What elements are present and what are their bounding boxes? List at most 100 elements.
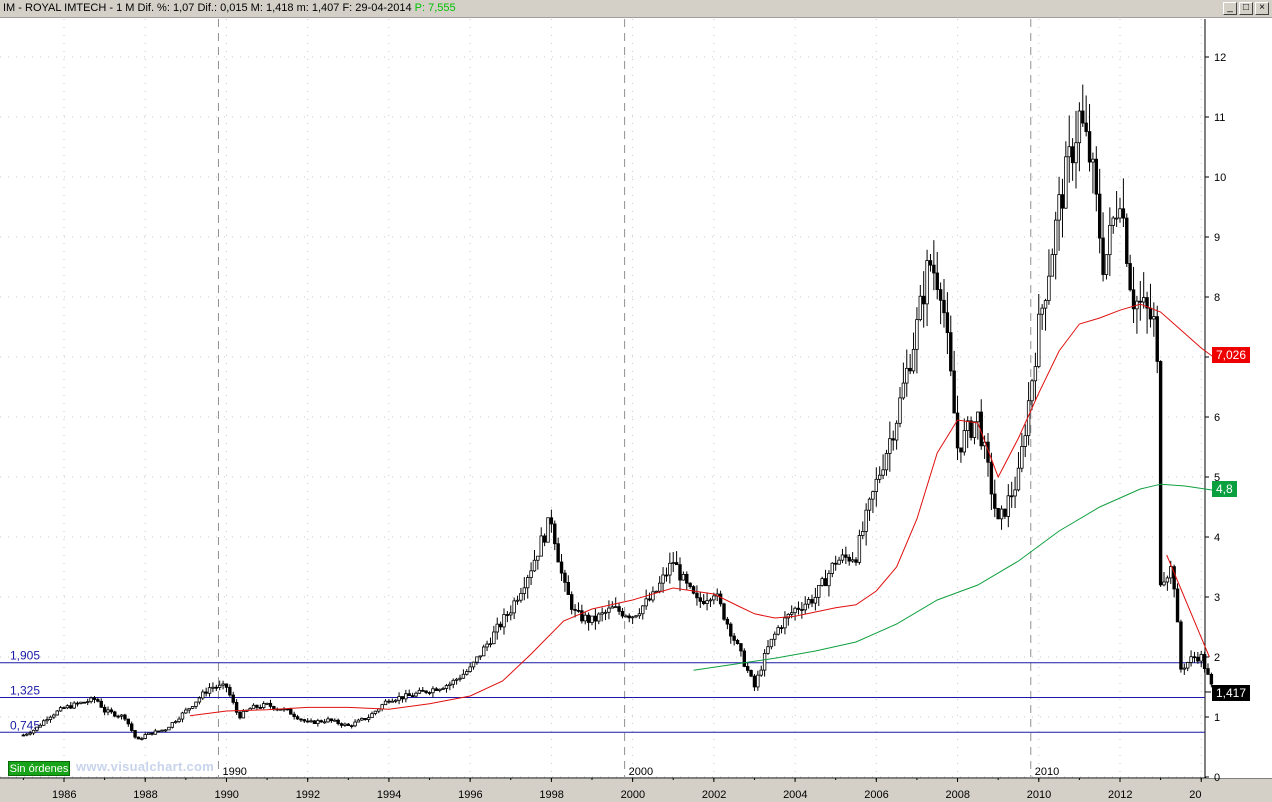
y-tick-label: 12 [1214,52,1226,64]
candle-body [749,670,753,677]
candle-body [82,701,87,704]
ma-green-line [693,483,1214,671]
candle-body [1162,581,1166,586]
candle-body [217,684,222,688]
x-tick-label: 2000 [621,789,645,801]
y-tick-label: 1 [1214,712,1220,724]
candle-body [498,623,503,628]
candle-body [427,692,432,694]
chart-title: IM - ROYAL IMTECH - 1 M Dif. %: 1,07 Dif… [3,2,456,14]
candle-body [41,720,46,726]
candle-body [1111,217,1115,226]
candle-body [79,701,83,704]
candle-body [481,646,486,657]
candle-body [356,719,361,723]
support-line-label: 0,745 [10,718,40,732]
candle-body [58,707,63,712]
support-line-label: 1,325 [10,684,40,698]
candle-body [38,724,43,728]
candle-body [739,643,743,652]
candle-body [397,696,401,701]
status-badge[interactable]: Sin órdenes [8,761,70,776]
candle-body [817,584,821,598]
candle-body [559,561,564,574]
candle-body [150,732,154,735]
candle-body [539,535,543,557]
candle-body [796,607,801,610]
candle-body [759,669,763,676]
decade-label: 1990 [222,766,246,778]
candle-body [542,535,547,543]
candle-body [96,699,100,702]
candle-body [800,609,804,611]
candle-body [322,721,327,724]
candle-body [810,599,814,604]
candle-body [1023,435,1027,447]
candle-body [333,719,337,722]
candle-body [241,710,246,719]
candle-body [884,453,889,471]
last-price-tag: 1,417 [1212,685,1251,701]
candle-body [160,729,164,732]
candle-body [1047,275,1051,301]
y-tick-label: 9 [1214,232,1220,244]
candle-body [1199,654,1203,662]
minimize-button[interactable]: _ [1223,2,1237,15]
candle-body [674,562,679,566]
candle-body [888,438,892,454]
plot-area [0,19,1205,778]
candle-body [745,666,750,671]
candle-body [786,613,791,619]
candle-body [366,717,371,720]
candle-body [783,617,787,629]
candle-body [417,689,422,694]
y-tick-label: 3 [1214,592,1220,604]
candle-body [495,623,499,633]
y-tick-label: 0 [1214,772,1220,784]
candle-body [25,733,29,736]
date-label: F: [342,2,353,14]
y-tick-label: 5 [1214,472,1220,484]
candle-body [844,554,848,558]
candle-body [793,607,797,614]
candle-body [820,578,824,586]
candle-body [1148,307,1153,320]
close-button[interactable]: × [1255,2,1269,15]
candle-body [143,734,147,739]
candle-body [258,707,263,709]
candle-body [140,738,144,740]
candle-body [289,708,293,715]
candle-body [654,590,659,593]
candle-body [901,382,906,399]
candle-body [536,555,540,561]
candle-body [905,367,909,384]
candle-body [1067,146,1071,158]
maximize-button[interactable]: □ [1239,2,1253,15]
candle-body [1131,289,1136,310]
ma-red-short-line [1166,554,1210,658]
candle-body [1196,656,1200,662]
candle-body [502,614,506,628]
title-bar: IM - ROYAL IMTECH - 1 M Dif. %: 1,07 Dif… [0,0,1272,18]
candle-body [918,295,923,320]
candle-body [1121,208,1126,219]
candle-body [644,598,648,607]
candle-body [146,732,151,735]
candle-body [942,299,946,314]
candle-body [197,697,202,703]
candle-body [343,723,347,726]
candle-body [576,609,581,612]
dif-label: Dif.: [197,2,218,14]
candle-body [803,603,807,611]
candle-body [404,693,408,700]
candle-body [319,720,323,723]
candle-body [363,718,367,720]
candle-body [295,716,300,720]
candle-body [1013,489,1017,497]
candle-body [993,493,997,509]
y-tick-label: 6 [1214,412,1220,424]
candle-body [1097,193,1102,239]
candle-body [573,609,577,611]
candle-body [1060,194,1065,209]
candle-body [1084,122,1088,132]
